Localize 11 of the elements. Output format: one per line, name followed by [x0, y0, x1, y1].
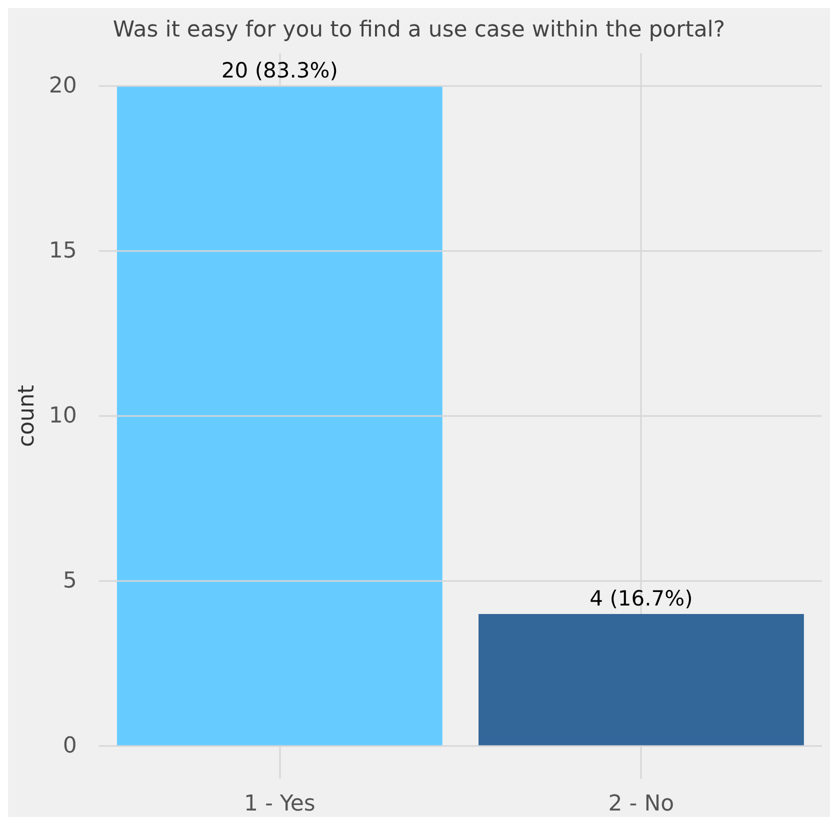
y-tick-label: 0	[62, 734, 77, 758]
y-tick-label: 15	[48, 238, 77, 264]
chart-title: Was it easy for you to find a use case within the portal?	[112, 18, 726, 42]
data-label: 4 (16.7%)	[590, 586, 693, 610]
y-axis-title: count	[14, 384, 40, 448]
y-tick-label: 5	[62, 568, 77, 594]
x-tick-label: 1 - Yes	[244, 792, 316, 816]
y-tick-label: 10	[48, 404, 77, 428]
data-label: 20 (83.3%)	[221, 58, 338, 82]
y-tick-label: 20	[48, 74, 77, 98]
x-tick-label: 2 - No	[608, 792, 674, 816]
